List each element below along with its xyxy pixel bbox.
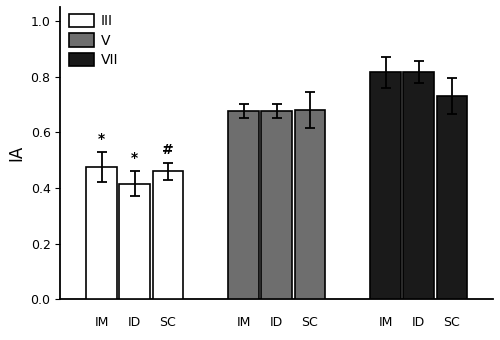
Text: *: * <box>98 132 105 146</box>
Bar <box>294 110 325 299</box>
Y-axis label: IA: IA <box>7 145 25 161</box>
Bar <box>228 111 258 299</box>
Bar <box>436 96 467 299</box>
Bar <box>370 72 400 299</box>
Text: IM: IM <box>94 317 109 329</box>
Bar <box>120 184 150 299</box>
Text: ID: ID <box>128 317 141 329</box>
Legend: III, V, VII: III, V, VII <box>66 11 121 70</box>
Text: #: # <box>162 143 173 157</box>
Text: IM: IM <box>378 317 392 329</box>
Bar <box>262 111 292 299</box>
Text: ID: ID <box>412 317 425 329</box>
Bar <box>152 171 183 299</box>
Text: SC: SC <box>444 317 460 329</box>
Text: SC: SC <box>160 317 176 329</box>
Text: IM: IM <box>236 317 250 329</box>
Text: *: * <box>131 151 138 165</box>
Text: SC: SC <box>302 317 318 329</box>
Text: ID: ID <box>270 317 283 329</box>
Bar <box>404 72 434 299</box>
Bar <box>86 167 117 299</box>
